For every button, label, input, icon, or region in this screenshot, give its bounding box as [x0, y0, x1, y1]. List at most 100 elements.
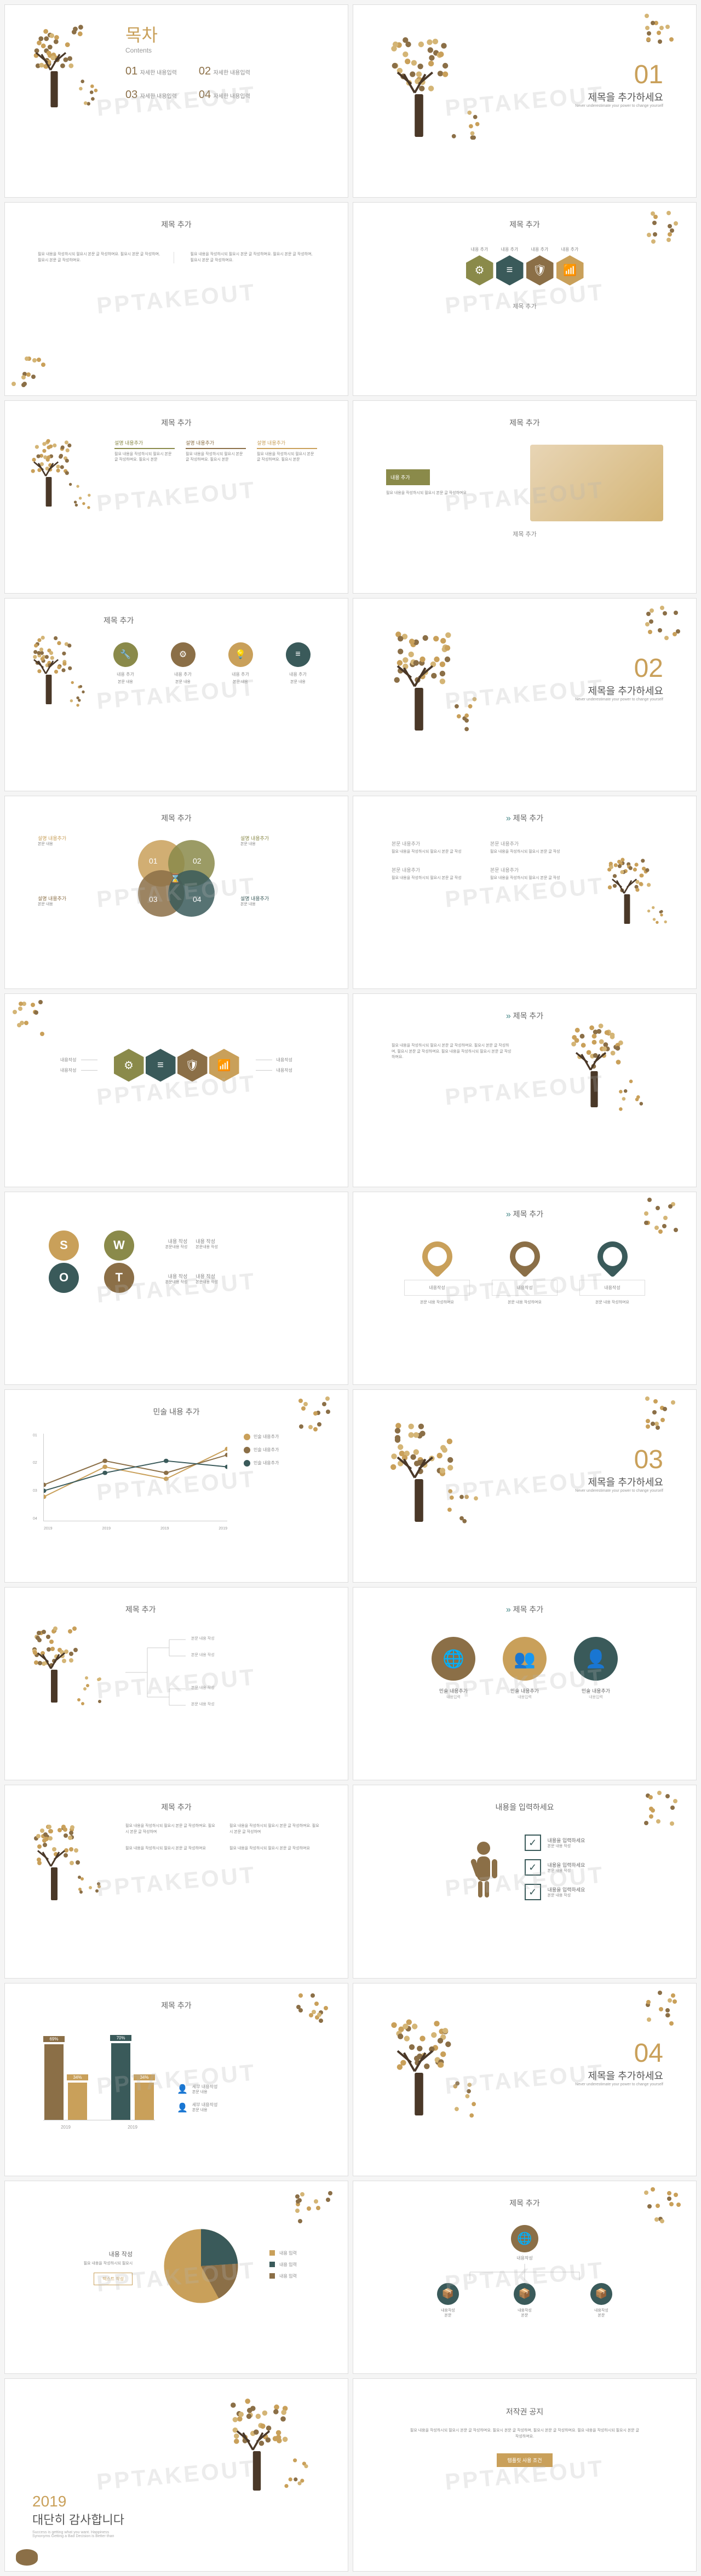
- slide-5: PPTAKEOUT 제목 추가 설명 내용추가필요 내용을 작성하시되 필요시 …: [4, 400, 348, 594]
- hexagon: 📶: [209, 1049, 239, 1082]
- bracket-item: 본문 내용 작성: [191, 1685, 215, 1691]
- slide-3: PPTAKEOUT제목 추가 필요 내용을 작성하시되 필요시 본문 글 작성하…: [4, 202, 348, 395]
- footer-label: 제목 추가: [364, 530, 685, 538]
- checklist-item: ✓ 내용을 입력하세요본문 내용 작성: [525, 1859, 585, 1876]
- chart-title: 민술 내용 추가: [16, 1406, 337, 1417]
- text-col: 필요 내용을 작성하시되 필요시 본문 글 작성하며요. 필요시 본문 글 작성…: [229, 1824, 323, 1835]
- text-col: 필요 내용을 작성하시되 필요시 본문 글 작성하며요: [125, 1846, 219, 1852]
- body-text: 필요 내용을 작성하시되 필요시 본문 글 작성하며요. 필요시 본문 글 작성…: [392, 1043, 512, 1061]
- bar-chart: 69%34% 2019 70%34% 2019: [43, 2027, 155, 2120]
- slide-title: 제목 추가: [16, 813, 337, 824]
- hex-flow-item: 내용작성: [49, 1057, 97, 1063]
- slide-19: PPTAKEOUT 제목 추가 필요 내용을 작성하시되 필요시 본문 글 작성…: [4, 1785, 348, 1978]
- slide-1: PPTAKEOUT 목차 Contents 01 자세한 내용입력02 자세한 …: [4, 4, 348, 198]
- slide-18: PPTAKEOUT» 제목 추가 🌐 민술 내용추가 내용입력 👥 민술 내용추…: [353, 1587, 697, 1780]
- text-box: 본문 내용추가필요 내용을 작성하시되 필요시 본문 글 작성: [392, 840, 468, 855]
- swot-circle: S: [49, 1231, 79, 1261]
- slide-6: PPTAKEOUT제목 추가 내용 추가필요 내용을 작성하시되 필요시 본문 …: [353, 400, 697, 594]
- col-item: 설명 내용추가필요 내용을 작성하시되 필요시 본문 글 작성하며요. 필요시 …: [257, 439, 317, 463]
- hexagon: 🛡: [177, 1049, 208, 1082]
- slide-17: PPTAKEOUT 제목 추가 본문 내용 작성 본문 내용 작성 본문 내용 …: [4, 1587, 348, 1780]
- pie-button[interactable]: 텍스트 작성: [94, 2273, 133, 2285]
- swot-item: 내용 작성본문내용 작성: [165, 1238, 188, 1251]
- slide-14: PPTAKEOUT» 제목 추가 내용작성 본문 내용 작성하며요 내용작성 본…: [353, 1192, 697, 1385]
- hex-flow-item: 내용작성: [49, 1067, 97, 1073]
- section-number: 03: [575, 1445, 663, 1475]
- icon-item: ≡내용 추가본문 내용: [276, 642, 320, 686]
- icon-item: 💡내용 추가본문 내용: [219, 642, 262, 686]
- hex-flow-item: 내용작성: [256, 1067, 304, 1073]
- slide-24: PPTAKEOUT제목 추가 🌐 내용작성 📦내용작성본문📦내용작성본문📦내용작…: [353, 2181, 697, 2374]
- circle-item: 👥 민술 내용추가 내용입력: [503, 1637, 547, 1700]
- section-subtitle: Never underestimate your power to change…: [575, 1489, 663, 1493]
- slide-8: PPTAKEOUT 02 제목을 추가하세요 Never underestima…: [353, 598, 697, 791]
- slide-title: » 제목 추가: [364, 1604, 685, 1615]
- drop-item: 내용작성 본문 내용 작성하며요: [404, 1241, 470, 1306]
- slide-12: PPTAKEOUT » 제목 추가 필요 내용을 작성하시되 필요시 본문 글 …: [353, 993, 697, 1187]
- section-title: 제목을 추가하세요: [575, 1475, 663, 1489]
- line-chart: 2019201920192019 01020304: [43, 1434, 227, 1521]
- venn-label: 설명 내용추가본문 내용: [38, 895, 104, 908]
- hexagon-item: 내용 추가🛡: [526, 246, 554, 285]
- swot-circle: O: [49, 1263, 79, 1293]
- copyright-title: 저작권 공지: [364, 2406, 685, 2417]
- col-item: 설명 내용추가필요 내용을 작성하시되 필요시 본문 글 작성하며요. 필요시 …: [186, 439, 246, 463]
- bracket-item: 본문 내용 작성: [191, 1701, 215, 1707]
- hexagon-item: 내용 추가≡: [496, 246, 524, 285]
- text-col: 필요 내용을 작성하시되 필요시 본문 글 작성하며요. 필요시 본문 글 작성…: [125, 1824, 219, 1835]
- slide-title: » 제목 추가: [364, 813, 685, 824]
- slide-21: PPTAKEOUT제목 추가 69%34% 2019 70%34% 2019 👤…: [4, 1983, 348, 2176]
- contents-item: 02 자세한 내용입력: [199, 65, 250, 78]
- bracket-item: 본문 내용 작성: [191, 1652, 215, 1658]
- section-title: 제목을 추가하세요: [575, 90, 663, 104]
- contents-item: 03 자세한 내용입력: [125, 89, 177, 101]
- text-left: 필요 내용을 작성하시되 필요시 본문 글 작성하며요. 필요시 본문 글 작성…: [38, 252, 174, 263]
- content-box: 내용 추가: [386, 469, 430, 485]
- icon-item: ⚙내용 추가본문 내용: [161, 642, 205, 686]
- slide-20: PPTAKEOUT내용을 입력하세요 ✓ 내용을 입력하세요본문 내용 작성 ✓…: [353, 1785, 697, 1978]
- slide-26: PPTAKEOUT 저작권 공지 필요 내용을 작성하시되 필요시 본문 글 작…: [353, 2378, 697, 2572]
- slide-title: 제목 추가: [364, 417, 685, 428]
- icon-item: 🔧내용 추가본문 내용: [104, 642, 147, 686]
- org-chart: 🌐 내용작성 📦내용작성본문📦내용작성본문📦내용작성본문: [364, 2225, 685, 2319]
- slide-title: 내용을 입력하세요: [364, 1802, 685, 1813]
- slide-title: 제목 추가: [16, 219, 337, 230]
- circle-item: 👤 민술 내용추가 내용입력: [574, 1637, 618, 1700]
- copyright-button[interactable]: 템플릿 사용 조건: [497, 2453, 553, 2467]
- slide-title: 제목 추가: [364, 219, 685, 230]
- slide-15: PPTAKEOUT민술 내용 추가 2019201920192019 01020…: [4, 1389, 348, 1583]
- slide-22: PPTAKEOUT 04 제목을 추가하세요 Never underestima…: [353, 1983, 697, 2176]
- hexagon: ⚙: [114, 1049, 144, 1082]
- contents-item: 04 자세한 내용입력: [199, 89, 250, 101]
- swot-item: 내용 작성본문내용 작성: [196, 1238, 304, 1251]
- slide-4: PPTAKEOUT제목 추가 내용 추가⚙내용 추가≡내용 추가🛡내용 추가📶 …: [353, 202, 697, 395]
- section-subtitle: Never underestimate your power to change…: [575, 104, 663, 108]
- slide-7: PPTAKEOUT 제목 추가 🔧내용 추가본문 내용⚙내용 추가본문 내용💡내…: [4, 598, 348, 791]
- slide-10: PPTAKEOUT » 제목 추가 본문 내용추가필요 내용을 작성하시되 필요…: [353, 796, 697, 989]
- swot-item: 내용 작성본문내용 작성: [196, 1273, 304, 1286]
- footer-label: 제목 추가: [364, 302, 685, 311]
- col-item: 설명 내용추가필요 내용을 작성하시되 필요시 본문 글 작성하며요. 필요시 …: [114, 439, 175, 463]
- slide-title: 제목 추가: [125, 1604, 156, 1615]
- slide-title: » 제목 추가: [364, 1209, 685, 1220]
- swot-item: 내용 작성본문내용 작성: [165, 1273, 188, 1286]
- chart-legend: 민술 내용추가민술 내용추가민술 내용추가: [244, 1434, 309, 1521]
- slide-title: 제목 추가: [16, 2000, 337, 2011]
- hexagon: ≡: [146, 1049, 176, 1082]
- person-icon: [464, 1840, 503, 1903]
- contents-title: 목차: [125, 21, 158, 47]
- drop-item: 내용작성 본문 내용 작성하며요: [492, 1241, 558, 1306]
- slide-title: 제목 추가: [16, 1802, 337, 1813]
- hex-flow-item: 내용작성: [256, 1057, 304, 1063]
- section-number: 04: [575, 2038, 663, 2068]
- slide-9: PPTAKEOUT제목 추가 01 02 03 04 ⌛ 설명 내용추가본문 내…: [4, 796, 348, 989]
- bracket-item: 본문 내용 작성: [191, 1636, 215, 1641]
- contents-item: 01 자세한 내용입력: [125, 65, 177, 78]
- pie-chart: 58%: [160, 2225, 242, 2310]
- coffee-cup-icon: [16, 2549, 38, 2566]
- section-subtitle: Never underestimate your power to change…: [575, 2083, 663, 2086]
- swot-circle: T: [104, 1263, 134, 1293]
- hexagon-item: 내용 추가📶: [556, 246, 584, 285]
- circle-item: 🌐 민술 내용추가 내용입력: [432, 1637, 475, 1700]
- section-title: 제목을 추가하세요: [575, 683, 663, 698]
